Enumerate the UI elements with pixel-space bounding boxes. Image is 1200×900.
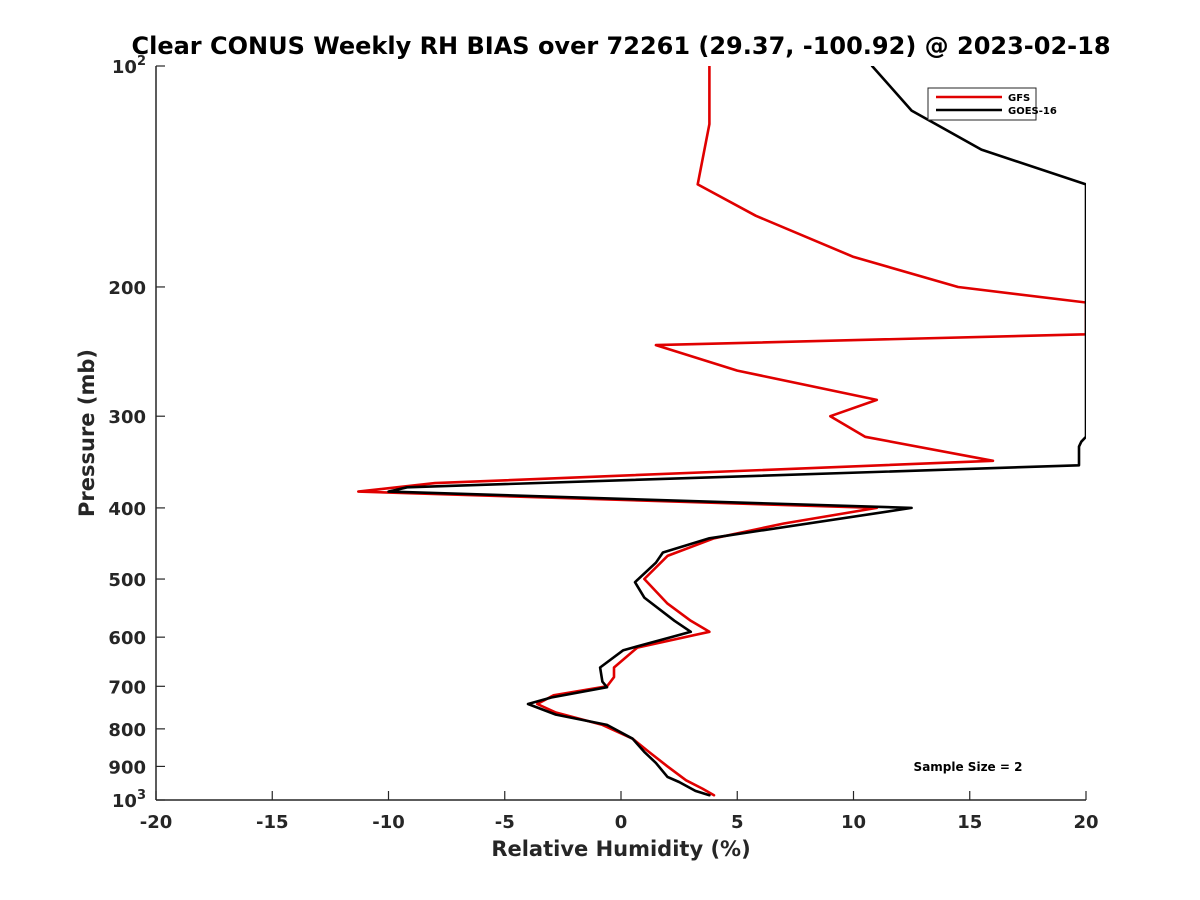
x-tick-label: 10 xyxy=(841,812,866,833)
x-tick-label: 5 xyxy=(731,812,744,833)
series-layer xyxy=(356,66,1086,797)
y-tick-label: 400 xyxy=(108,499,146,520)
y-tick-label: 800 xyxy=(108,720,146,741)
axes: -20 -15 -10 -5 0 5 10 15 20 200 300 400 500 600 700 800… xyxy=(108,54,1098,833)
y-tick-label: 600 xyxy=(108,628,146,649)
x-tick-label: 20 xyxy=(1073,812,1098,833)
legend-box xyxy=(927,87,1037,121)
y-tick-label: 900 xyxy=(108,757,146,778)
legend-label-goes: GOES-16 xyxy=(1008,106,1057,117)
legend: GFS GOES-16 xyxy=(927,87,1057,121)
x-axis-label: Relative Humidity (%) xyxy=(491,837,750,861)
y-tick-label-bottom: 103 xyxy=(112,788,146,812)
y-tick-label: 200 xyxy=(108,278,146,299)
chart-title: Clear CONUS Weekly RH BIAS over 72261 (2… xyxy=(131,32,1110,60)
x-tick-label: -15 xyxy=(256,812,289,833)
y-axis-label: Pressure (mb) xyxy=(75,349,99,517)
y-tick-label: 300 xyxy=(108,407,146,428)
y-tick-label-top: 102 xyxy=(112,54,146,78)
x-tick-label: -5 xyxy=(495,812,515,833)
x-tick-label: 15 xyxy=(957,812,982,833)
x-tick-label: -20 xyxy=(140,812,173,833)
legend-label-gfs: GFS xyxy=(1008,93,1030,104)
y-tick-label: 500 xyxy=(108,570,146,591)
series-line-gfs xyxy=(356,66,1086,797)
series-line-goes-16 xyxy=(387,66,1086,797)
x-tick-label: -10 xyxy=(372,812,405,833)
sample-size-annotation: Sample Size = 2 xyxy=(914,760,1023,774)
x-tick-label: 0 xyxy=(615,812,628,833)
y-tick-label: 700 xyxy=(108,677,146,698)
